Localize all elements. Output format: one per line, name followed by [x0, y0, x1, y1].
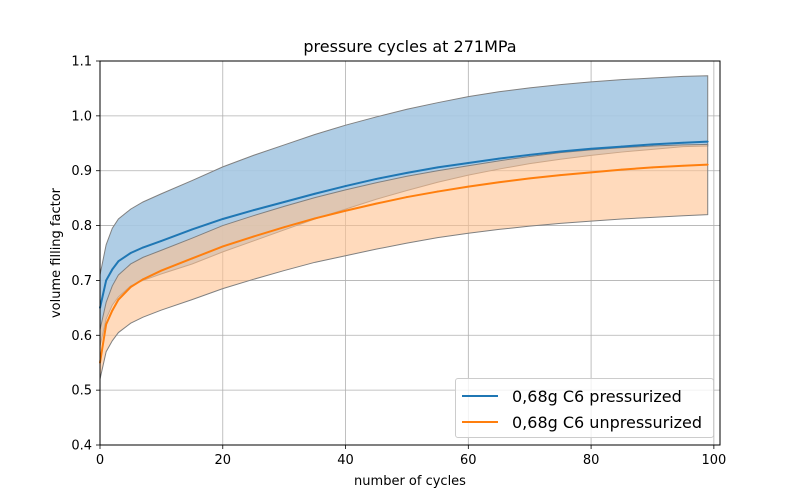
series-band-unpressurized [99, 143, 709, 380]
data-point-pressurized [682, 141, 685, 144]
y-tick-label: 0.5 [71, 384, 92, 399]
data-point-pressurized [344, 185, 347, 187]
data-point-unpressurized [498, 181, 500, 184]
data-point-pressurized [129, 252, 132, 254]
data-point-unpressurized [129, 286, 132, 288]
legend-label-unpressurized: 0,68g C6 unpressurized [512, 412, 703, 432]
data-point-pressurized [620, 145, 623, 148]
data-point-unpressurized [191, 257, 193, 260]
data-point-pressurized [160, 240, 163, 242]
data-point-unpressurized [117, 298, 120, 301]
data-point-pressurized [105, 279, 108, 282]
data-point-pressurized [191, 228, 193, 231]
data-point-pressurized [375, 178, 378, 180]
data-point-unpressurized [160, 269, 163, 272]
chart-title: pressure cycles at 271MPa [303, 37, 516, 56]
data-point-unpressurized [406, 196, 408, 198]
y-tick-label: 0.8 [71, 219, 92, 234]
data-point-unpressurized [559, 174, 562, 177]
y-axis-label: volume filling factor [49, 187, 64, 318]
data-point-unpressurized [375, 202, 378, 205]
data-point-pressurized [142, 246, 144, 249]
x-tick-label: 80 [583, 453, 600, 468]
legend-label-pressurized: 0,68g C6 pressurized [512, 386, 682, 406]
x-tick-label: 20 [214, 453, 231, 468]
data-point-unpressurized [283, 226, 286, 229]
data-point-unpressurized [620, 168, 623, 171]
legend-swatch-pressurized [462, 395, 498, 397]
y-tick-label: 0.9 [71, 164, 92, 179]
legend-swatch-unpressurized [462, 421, 498, 423]
y-tick-label: 0.4 [71, 439, 92, 454]
data-point-unpressurized [252, 235, 255, 238]
data-point-unpressurized [651, 166, 654, 169]
data-point-pressurized [111, 268, 114, 271]
axes-frame [99, 60, 721, 446]
data-point-unpressurized [221, 245, 224, 248]
data-point-pressurized [706, 140, 709, 143]
data-point-unpressurized [467, 185, 470, 188]
data-point-pressurized [313, 192, 316, 195]
x-tick-label: 100 [701, 453, 726, 468]
data-point-pressurized [590, 147, 592, 150]
data-point-unpressurized [105, 323, 108, 326]
data-point-pressurized [252, 209, 255, 212]
y-tick-label: 1.1 [71, 55, 92, 70]
data-point-pressurized [467, 162, 470, 164]
data-point-unpressurized [142, 278, 144, 281]
data-point-unpressurized [313, 217, 316, 220]
data-point-pressurized [436, 166, 439, 169]
legend: 0,68g C6 pressurized 0,68g C6 unpressuri… [455, 378, 714, 438]
data-point-pressurized [117, 260, 120, 263]
data-point-unpressurized [706, 163, 709, 166]
data-point-pressurized [283, 201, 286, 203]
data-point-pressurized [406, 172, 408, 174]
data-point-unpressurized [111, 309, 114, 312]
data-point-unpressurized [590, 171, 592, 174]
legend-item-unpressurized: 0,68g C6 unpressurized [456, 410, 702, 434]
y-tick-label: 1.0 [71, 109, 92, 124]
y-tick-label: 0.7 [71, 274, 92, 289]
legend-item-pressurized: 0,68g C6 pressurized [456, 384, 682, 408]
data-point-unpressurized [436, 190, 439, 193]
data-point-pressurized [221, 218, 224, 220]
data-point-pressurized [498, 157, 500, 160]
x-tick-label: 40 [337, 453, 354, 468]
x-tick-label: 60 [460, 453, 477, 468]
data-point-pressurized [528, 153, 531, 156]
data-point-unpressurized [682, 164, 685, 167]
x-tick-label: 0 [96, 453, 104, 468]
data-point-unpressurized [344, 209, 347, 212]
x-axis-label: number of cycles [354, 474, 466, 489]
y-tick-label: 0.6 [71, 329, 92, 344]
data-point-pressurized [651, 143, 654, 146]
data-point-pressurized [559, 150, 562, 153]
data-point-unpressurized [528, 177, 531, 180]
